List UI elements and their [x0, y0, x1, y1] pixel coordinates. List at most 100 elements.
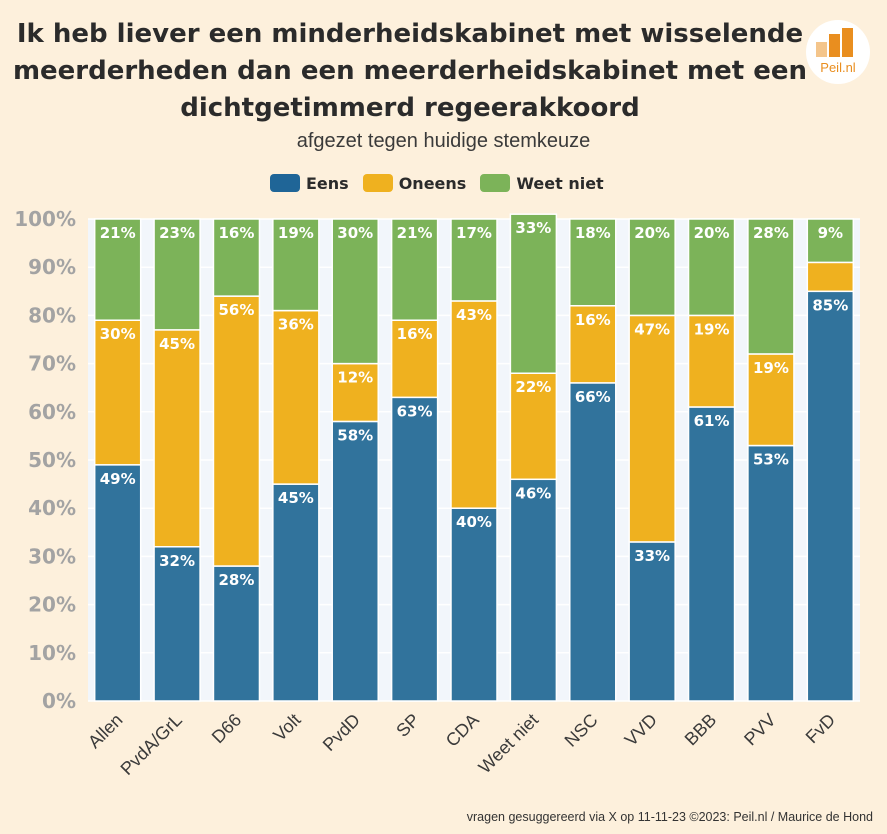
bar-segment: [390, 218, 439, 321]
y-tick-label: 70%: [28, 352, 76, 376]
data-label: 17%: [456, 224, 492, 242]
data-label: 28%: [219, 571, 255, 589]
bar-segment: [628, 218, 676, 317]
data-label: 16%: [219, 224, 255, 242]
y-tick-label: 30%: [28, 544, 76, 568]
bar-chart-icon: [816, 28, 853, 57]
bar-segment: [747, 353, 795, 447]
legend-swatch-eens: [270, 174, 300, 192]
bar-segment: [272, 309, 320, 485]
data-label: 33%: [515, 219, 551, 237]
logo-text: Peil.nl: [820, 60, 856, 75]
bar-segment: [450, 300, 498, 509]
data-label: 56%: [219, 301, 255, 319]
bar-segment: [628, 314, 676, 543]
y-tick-label: 80%: [28, 303, 76, 327]
data-label: 33%: [634, 547, 670, 565]
data-label: 30%: [100, 325, 136, 343]
y-tick-label: 20%: [28, 593, 76, 617]
legend: Eens Oneens Weet niet: [270, 172, 604, 194]
data-label: 30%: [337, 224, 373, 242]
bar-segment: [93, 319, 142, 466]
bar-segment: [687, 314, 736, 408]
data-label: 16%: [397, 325, 433, 343]
bar-segment: [93, 464, 142, 702]
data-label: 36%: [278, 316, 314, 334]
data-label: 46%: [515, 484, 551, 502]
legend-item-weet-niet: Weet niet: [480, 174, 604, 193]
data-label: 21%: [397, 224, 433, 242]
data-label: 22%: [515, 378, 551, 396]
data-label: 21%: [100, 224, 136, 242]
data-label: 49%: [100, 470, 136, 488]
peil-logo: Peil.nl: [806, 20, 870, 84]
bar-segment: [806, 290, 855, 702]
data-label: 63%: [397, 402, 433, 420]
legend-swatch-weet-niet: [480, 174, 511, 192]
bar-segment: [272, 218, 320, 312]
legend-label-oneens: Oneens: [398, 173, 467, 193]
legend-item-eens: Eens: [270, 174, 349, 193]
bar-segment: [687, 406, 736, 702]
data-label: 18%: [575, 224, 611, 242]
bar-segment: [569, 218, 617, 307]
data-label: 45%: [278, 489, 314, 507]
footer-credit: vragen gesuggereerd via X op 11-11-23 ©2…: [466, 810, 873, 824]
x-tick-label: Weet niet: [475, 710, 543, 778]
bar-segment: [331, 420, 379, 702]
bar-segment: [687, 218, 736, 317]
data-label: 20%: [634, 224, 670, 242]
bar-segment: [153, 329, 201, 548]
x-tick-label: PVV: [740, 710, 780, 750]
y-tick-label: 40%: [28, 496, 76, 520]
x-tick-label: CDA: [442, 710, 483, 751]
data-label: 19%: [694, 320, 730, 338]
legend-swatch-oneens: [362, 174, 393, 192]
legend-item-oneens: Oneens: [362, 173, 467, 193]
data-label: 45%: [159, 335, 195, 353]
legend-label-eens: Eens: [306, 173, 349, 193]
bar-segment: [153, 546, 201, 702]
x-tick-label: Volt: [269, 710, 304, 745]
bar-segment: [747, 444, 795, 702]
data-label: 43%: [456, 306, 492, 324]
bar-segment: [212, 295, 261, 567]
bar-segment: [806, 261, 855, 293]
y-tick-label: 50%: [28, 448, 76, 472]
x-tick-label: Allen: [84, 710, 126, 752]
data-label: 19%: [278, 224, 314, 242]
data-label: 53%: [753, 451, 789, 469]
bar-segment: [569, 382, 617, 702]
data-label: 9%: [818, 224, 843, 242]
data-label: 16%: [575, 311, 611, 329]
data-label: 12%: [337, 369, 373, 387]
data-label: 47%: [634, 320, 670, 338]
bar-segment: [806, 218, 855, 264]
bar-segment: [153, 218, 201, 331]
x-tick-label: SP: [392, 710, 423, 741]
bar-segment: [450, 218, 498, 302]
bar-segment: [509, 213, 558, 374]
data-label: 20%: [694, 224, 730, 242]
x-tick-label: PvdD: [319, 710, 364, 755]
x-tick-label: FvD: [802, 710, 839, 747]
data-label: 19%: [753, 359, 789, 377]
bar-segment: [390, 319, 439, 399]
data-label: 61%: [694, 412, 730, 430]
x-tick-label: D66: [208, 710, 245, 747]
x-tick-label: NSC: [561, 710, 602, 751]
bar-segment: [628, 541, 676, 702]
bar-segment: [212, 218, 261, 297]
bar-segment: [272, 483, 320, 702]
x-tick-label: BBB: [681, 710, 721, 750]
data-label: 28%: [753, 224, 789, 242]
bar-segment: [450, 507, 498, 702]
data-label: 66%: [575, 388, 611, 406]
bar-segment: [212, 565, 261, 702]
bar-segment: [93, 218, 142, 321]
y-tick-label: 10%: [28, 641, 76, 665]
y-tick-label: 60%: [28, 400, 76, 424]
chart-title: Ik heb liever een minderheidskabinet met…: [12, 19, 808, 123]
bar-segment: [509, 478, 558, 702]
